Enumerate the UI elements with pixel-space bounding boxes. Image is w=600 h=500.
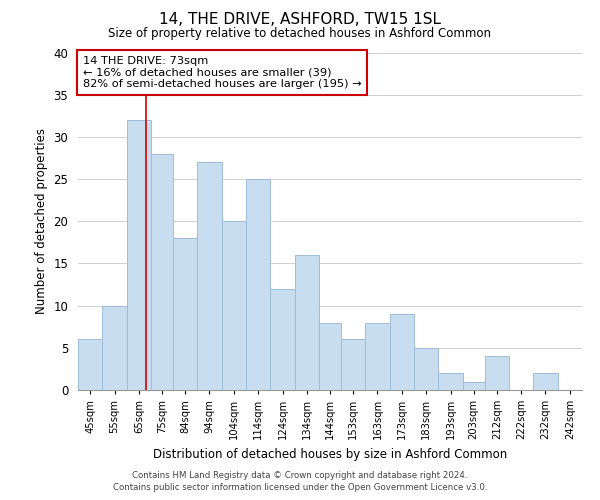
Bar: [439, 373, 463, 390]
Bar: [365, 322, 389, 390]
Bar: [271, 289, 295, 390]
Bar: [173, 238, 197, 390]
Bar: [485, 356, 509, 390]
Bar: [414, 348, 439, 390]
Bar: [533, 373, 557, 390]
Text: 14, THE DRIVE, ASHFORD, TW15 1SL: 14, THE DRIVE, ASHFORD, TW15 1SL: [159, 12, 441, 28]
Bar: [127, 120, 151, 390]
Text: Contains HM Land Registry data © Crown copyright and database right 2024.
Contai: Contains HM Land Registry data © Crown c…: [113, 471, 487, 492]
Bar: [319, 322, 341, 390]
Bar: [103, 306, 127, 390]
Bar: [246, 179, 271, 390]
X-axis label: Distribution of detached houses by size in Ashford Common: Distribution of detached houses by size …: [153, 448, 507, 460]
Bar: [221, 221, 246, 390]
Bar: [295, 255, 319, 390]
Bar: [197, 162, 221, 390]
Bar: [463, 382, 485, 390]
Bar: [341, 340, 365, 390]
Bar: [151, 154, 173, 390]
Bar: [78, 340, 103, 390]
Y-axis label: Number of detached properties: Number of detached properties: [35, 128, 48, 314]
Text: Size of property relative to detached houses in Ashford Common: Size of property relative to detached ho…: [109, 28, 491, 40]
Bar: [389, 314, 414, 390]
Text: 14 THE DRIVE: 73sqm
← 16% of detached houses are smaller (39)
82% of semi-detach: 14 THE DRIVE: 73sqm ← 16% of detached ho…: [83, 56, 362, 89]
